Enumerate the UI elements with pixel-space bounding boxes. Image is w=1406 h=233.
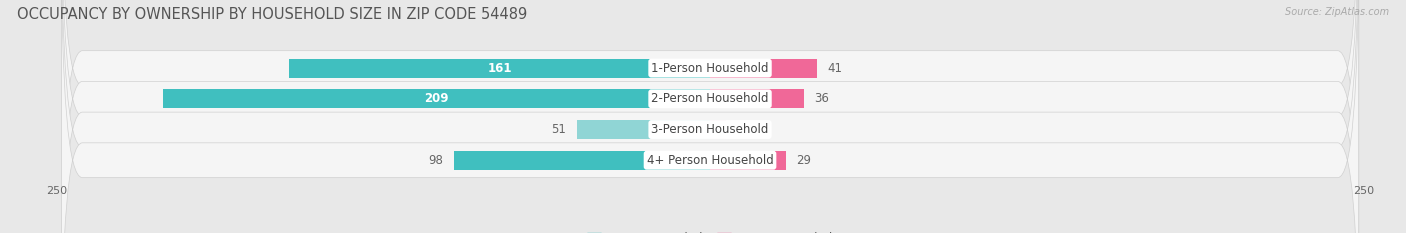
Text: 4+ Person Household: 4+ Person Household — [647, 154, 773, 167]
Text: 51: 51 — [551, 123, 567, 136]
Text: 36: 36 — [814, 92, 830, 105]
Text: 1-Person Household: 1-Person Household — [651, 62, 769, 75]
FancyBboxPatch shape — [62, 0, 1358, 233]
Text: 161: 161 — [488, 62, 512, 75]
Bar — [576, 120, 710, 139]
Text: 6: 6 — [737, 123, 744, 136]
Text: 29: 29 — [796, 154, 811, 167]
Text: 209: 209 — [425, 92, 449, 105]
Bar — [290, 58, 710, 78]
Text: 98: 98 — [429, 154, 443, 167]
Text: Source: ZipAtlas.com: Source: ZipAtlas.com — [1285, 7, 1389, 17]
Bar — [163, 89, 710, 108]
Legend: Owner-occupied, Renter-occupied: Owner-occupied, Renter-occupied — [582, 228, 838, 233]
Bar — [710, 151, 786, 170]
Text: 41: 41 — [828, 62, 842, 75]
FancyBboxPatch shape — [62, 0, 1358, 233]
Bar — [454, 151, 710, 170]
FancyBboxPatch shape — [62, 0, 1358, 233]
Text: 3-Person Household: 3-Person Household — [651, 123, 769, 136]
Text: 2-Person Household: 2-Person Household — [651, 92, 769, 105]
Bar — [710, 58, 817, 78]
Bar — [710, 89, 804, 108]
Bar — [710, 120, 725, 139]
FancyBboxPatch shape — [62, 0, 1358, 233]
Text: OCCUPANCY BY OWNERSHIP BY HOUSEHOLD SIZE IN ZIP CODE 54489: OCCUPANCY BY OWNERSHIP BY HOUSEHOLD SIZE… — [17, 7, 527, 22]
